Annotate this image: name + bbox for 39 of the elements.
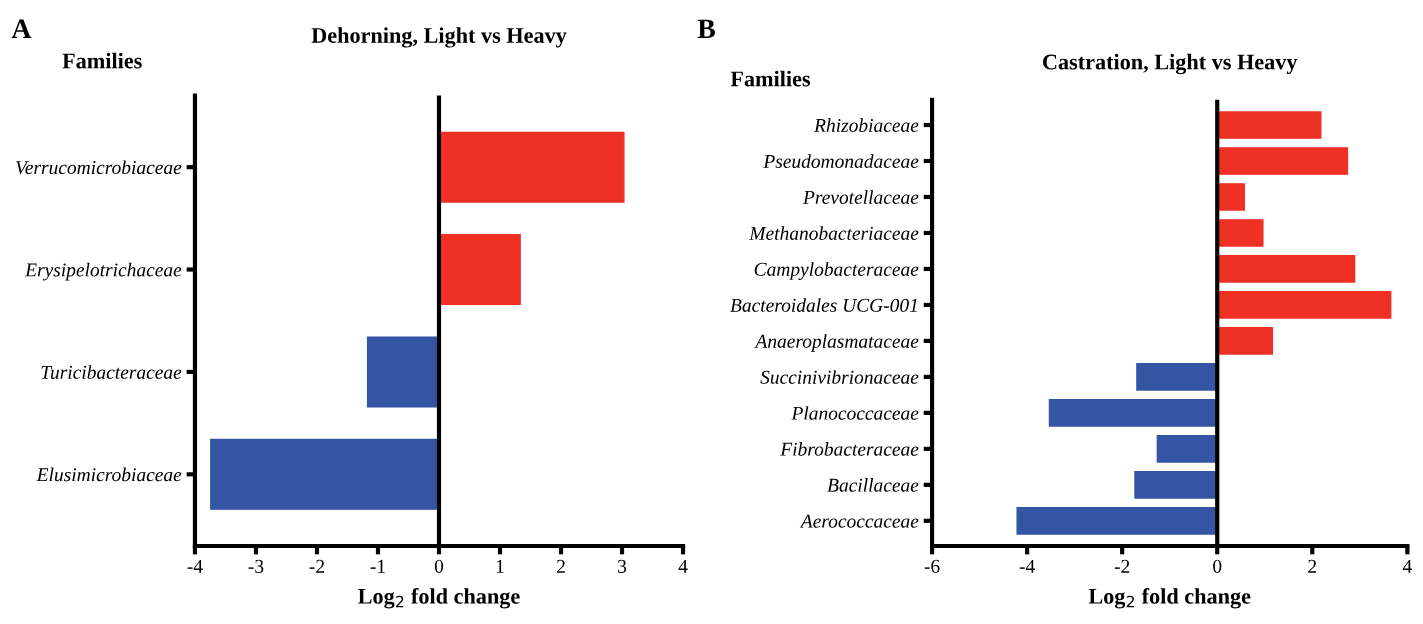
x-tick-label: 4 <box>1402 559 1412 573</box>
x-tick-label: 2 <box>557 559 565 573</box>
x-axis-title: Log$_{2}$ fold change <box>1088 587 1251 609</box>
x-tick-label: 1 <box>496 559 504 573</box>
x-tick-label: 0 <box>434 559 444 573</box>
y-tick-label: Campylobacteraceae <box>754 262 919 280</box>
y-tick-label: Pseudomonadaceae <box>763 154 919 168</box>
chart-title: Castration, Light vs Heavy <box>1043 53 1298 75</box>
y-tick-label: Fibrobacteraceae <box>780 442 919 456</box>
text: B <box>697 19 716 38</box>
x-tick-label: -2 <box>1114 559 1130 573</box>
y-tick-label: Planococcaceae <box>791 406 919 420</box>
x-tick-label: -4 <box>1019 559 1035 573</box>
y-tick-label: Prevotellaceae <box>802 190 919 204</box>
x-tick-label: 2 <box>1308 559 1317 573</box>
x-tick-label: 3 <box>618 559 627 573</box>
x-tick-label: -2 <box>309 559 324 573</box>
y-tick-label: Aerococcaceae <box>799 514 919 528</box>
chart-title: Dehorning, Light vs Heavy <box>311 27 567 48</box>
y-tick-label: Elusimicrobiaceae <box>36 467 182 482</box>
y-tick-label: Bacillaceae <box>827 478 919 492</box>
y-axis-title: Families <box>730 70 811 87</box>
x-tick-label: -6 <box>924 559 940 573</box>
y-tick-label: Anaeroplasmataceae <box>754 334 919 352</box>
x-tick-label: -3 <box>248 559 264 573</box>
x-axis-title: Log$_{2}$ fold change <box>358 587 520 609</box>
y-tick-label: Rhizobiaceae <box>814 118 919 132</box>
x-tick-label: 4 <box>678 559 688 573</box>
y-axis-title: Families <box>62 52 142 69</box>
y-tick-label: Turicibacteraceae <box>41 365 182 379</box>
y-tick-label: Bacteroidales UCG-001 <box>730 298 917 312</box>
y-tick-label: Erysipelotrichaceae <box>24 262 182 281</box>
y-tick-label: Succinivibrionaceae <box>760 370 919 384</box>
y-tick-label: Methanobacteriaceae <box>749 226 919 240</box>
x-tick-label: -4 <box>187 559 203 573</box>
x-tick-label: -1 <box>370 559 385 573</box>
x-tick-label: 0 <box>1213 559 1222 573</box>
y-tick-label: Verrucomicrobiaceae <box>16 160 182 175</box>
text: A <box>11 19 32 38</box>
